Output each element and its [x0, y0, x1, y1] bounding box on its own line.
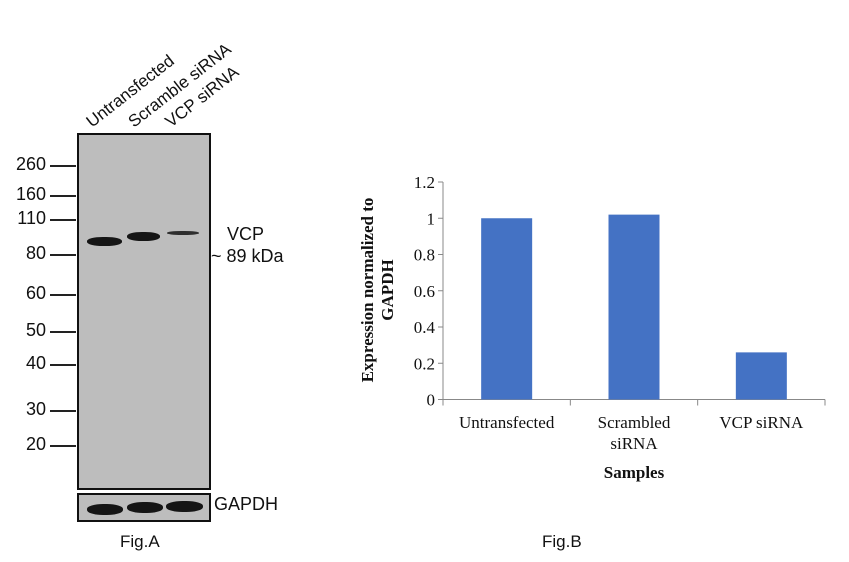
gapdh-band-2 [127, 502, 163, 513]
bar-scrambled-sirna [608, 214, 660, 400]
gapdh-blot [77, 493, 211, 522]
y-tick-label: 0.6 [414, 282, 435, 301]
target-size: ~ 89 kDa [211, 246, 284, 266]
marker-tick [50, 364, 76, 366]
marker-40: 40 [25, 353, 46, 373]
y-tick-label: 0.8 [414, 246, 435, 265]
marker-tick [50, 195, 76, 197]
marker-50: 50 [25, 320, 46, 340]
y-tick-label: 0 [427, 391, 436, 410]
bar-vcp-sirna [735, 352, 787, 400]
fig-a-caption: Fig.A [120, 532, 160, 551]
y-tick-label: 1.2 [414, 173, 435, 192]
x-tick-label: Untransfected [459, 413, 555, 432]
marker-160: 160 [15, 184, 46, 204]
marker-30: 30 [25, 399, 46, 419]
marker-80: 80 [25, 243, 46, 263]
gapdh-band-3 [166, 501, 203, 512]
fig-b-caption: Fig.B [542, 532, 582, 551]
gapdh-band-1 [87, 504, 123, 515]
marker-260: 260 [15, 154, 46, 174]
y-axis-title-line1: Expression normalized to [358, 198, 377, 383]
x-axis-title: Samples [604, 463, 665, 482]
marker-20: 20 [25, 434, 46, 454]
marker-tick [50, 410, 76, 412]
x-tick-label: Scrambled [598, 413, 671, 432]
y-tick-label: 1 [427, 209, 436, 228]
y-tick-label: 0.4 [414, 318, 436, 337]
x-tick-label: siRNA [610, 434, 658, 453]
bar-untransfected [481, 218, 533, 400]
x-tick-label: VCP siRNA [719, 413, 804, 432]
marker-110: 110 [17, 208, 46, 228]
vcp-band-vcp-sirna [167, 231, 199, 235]
vcp-band-untransfected [87, 237, 122, 246]
marker-tick [50, 254, 76, 256]
marker-tick [50, 445, 76, 447]
gapdh-label: GAPDH [214, 494, 279, 514]
y-tick-label: 0.2 [414, 354, 435, 373]
marker-tick [50, 219, 76, 221]
vcp-band-scramble [127, 232, 160, 241]
marker-tick [50, 331, 76, 333]
target-label: VCP [227, 224, 265, 244]
marker-60: 60 [25, 283, 46, 303]
y-axis-title-line2: GAPDH [378, 259, 397, 320]
marker-tick [50, 165, 76, 167]
marker-tick [50, 294, 76, 296]
western-blot-membrane [77, 133, 211, 490]
